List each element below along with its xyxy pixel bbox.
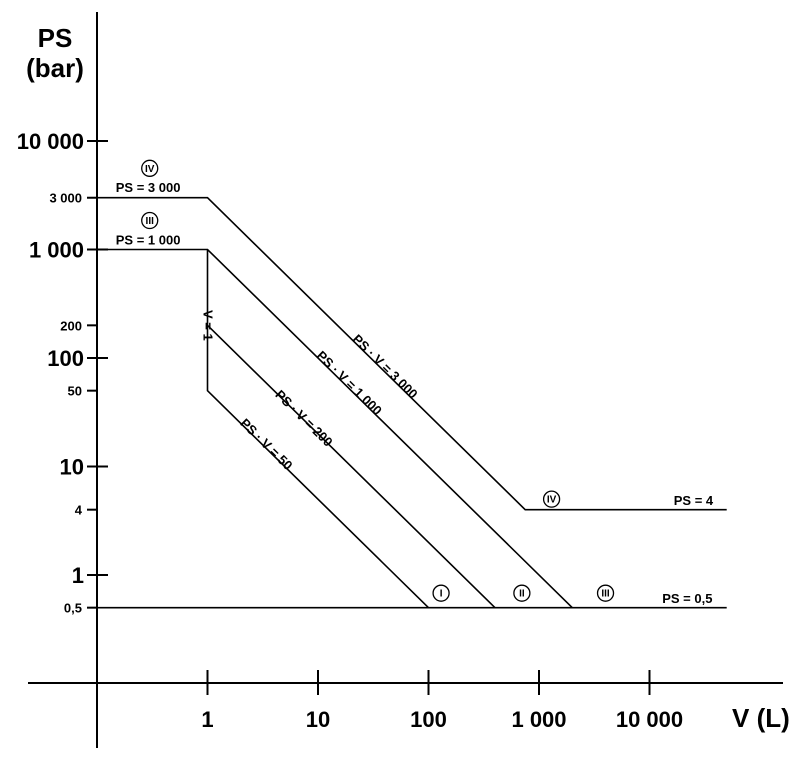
x-tick-label: 1 000 (511, 707, 566, 732)
category-marker: I (432, 584, 450, 602)
category-marker-circle (432, 584, 450, 602)
y-tick-label-minor: 200 (60, 318, 82, 333)
category-marker: IV (542, 490, 561, 508)
y-tick-label: 1 (72, 563, 84, 588)
annotation-label: PS = 0,5 (662, 591, 712, 606)
category-marker: III (596, 584, 615, 602)
category-marker: II (513, 584, 531, 602)
x-tick-label: 10 000 (616, 707, 683, 732)
y-tick-label: 1 000 (29, 238, 84, 263)
y-tick-label-minor: 3 000 (49, 191, 82, 206)
annotation-label: PS · V = 50 (237, 415, 295, 473)
series-group (97, 196, 727, 609)
category-marker-label: III (601, 589, 610, 600)
category-marker: III (141, 211, 159, 230)
series-line-iv (97, 196, 727, 511)
annotation-label: PS = 1 000 (116, 233, 181, 248)
category-marker-circle (596, 584, 615, 602)
axes (28, 12, 783, 748)
y-tick-label: 100 (47, 346, 84, 371)
x-tick-label: 1 (201, 707, 213, 732)
annotation-label: PS = 3 000 (116, 180, 181, 195)
y-axis-title-line: PS (38, 23, 73, 53)
category-marker: IV (141, 159, 159, 177)
category-marker-label: III (146, 216, 155, 227)
x-axis-title: V (L) (732, 703, 790, 733)
annotation-label: PS = 4 (674, 493, 714, 508)
y-tick-label: 10 000 (17, 129, 84, 154)
category-marker-circle (513, 584, 531, 602)
annotation-label: V = 1 (200, 310, 215, 341)
category-marker-circle (141, 211, 159, 230)
category-marker-label: IV (145, 164, 155, 175)
category-marker-circle (141, 159, 159, 177)
x-tick-label: 100 (410, 707, 447, 732)
y-ticks: 10 000 3 000 1 000 200 100 50 10 4 1 0,5 (17, 129, 108, 616)
series-line-i (206, 325, 430, 609)
category-marker-label: II (519, 589, 525, 600)
category-marker-label: I (440, 589, 443, 600)
x-ticks: 1 10 100 1 000 10 000 (201, 670, 683, 732)
y-tick-label: 10 (60, 455, 84, 480)
annotation-label: PS · V = 200 (272, 387, 335, 450)
series-line-iii (97, 248, 573, 609)
category-marker-circle (542, 490, 561, 508)
y-axis-title: PS(bar) (26, 23, 84, 83)
y-tick-label-minor: 0,5 (64, 601, 82, 616)
y-tick-label-minor: 4 (75, 503, 83, 518)
x-tick-label: 10 (306, 707, 330, 732)
category-marker-label: IV (547, 495, 557, 506)
y-tick-label-minor: 50 (68, 384, 82, 399)
annotations: PS = 3 000 PS = 1 000 PS = 4 PS = 0,5 V = 1 P… (116, 180, 714, 606)
y-axis-title-line: (bar) (26, 53, 84, 83)
